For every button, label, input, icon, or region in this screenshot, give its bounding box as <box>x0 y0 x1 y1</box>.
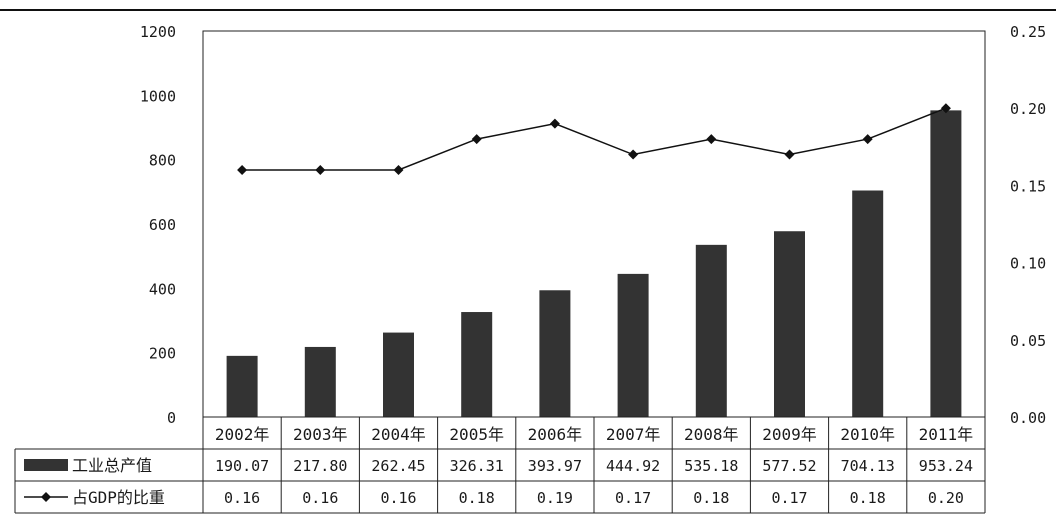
series-line <box>242 107 947 171</box>
data-label: 0.16 <box>380 489 416 507</box>
data-label: 535.18 <box>684 457 738 475</box>
bar <box>226 355 258 417</box>
data-label: 0.18 <box>459 489 495 507</box>
data-label: 0.17 <box>771 489 807 507</box>
y2-tick-label: 0.15 <box>1010 177 1046 195</box>
data-label: 326.31 <box>450 457 504 475</box>
legend-line-marker <box>41 492 51 502</box>
x-tick-label: 2002年 <box>215 425 270 444</box>
data-label: 0.20 <box>928 489 964 507</box>
bar <box>930 110 962 418</box>
y2-tick-label: 0.20 <box>1010 100 1046 118</box>
x-tick-label: 2008年 <box>684 425 739 444</box>
data-label: 262.45 <box>371 457 425 475</box>
data-label: 0.16 <box>224 489 260 507</box>
bar <box>774 231 805 417</box>
line-marker <box>315 164 326 175</box>
line-marker <box>393 164 404 175</box>
data-label: 393.97 <box>528 457 582 475</box>
bar <box>461 312 493 417</box>
bar <box>304 346 336 417</box>
x-tick-label: 2009年 <box>762 425 817 444</box>
bar <box>383 332 414 417</box>
y2-tick-label: 0.05 <box>1010 332 1046 350</box>
legend-bar-swatch <box>24 459 68 471</box>
line-marker <box>237 164 248 175</box>
data-label: 217.80 <box>293 457 347 475</box>
data-label: 0.18 <box>850 489 886 507</box>
bar <box>617 273 649 417</box>
x-tick-label: 2011年 <box>919 425 974 444</box>
legend-bar-label: 工业总产值 <box>72 456 152 475</box>
data-label: 953.24 <box>919 457 973 475</box>
line-marker <box>471 134 482 145</box>
line-marker <box>706 134 717 145</box>
x-tick-label: 2006年 <box>528 425 583 444</box>
data-label: 0.17 <box>615 489 651 507</box>
data-label: 444.92 <box>606 457 660 475</box>
data-label: 0.19 <box>537 489 573 507</box>
y-tick-label: 200 <box>149 345 176 363</box>
data-label: 704.13 <box>841 457 895 475</box>
line-marker <box>549 118 560 129</box>
y2-tick-label: 0.00 <box>1010 409 1046 427</box>
y2-tick-label: 0.10 <box>1010 255 1046 273</box>
y-tick-label: 1000 <box>140 87 176 105</box>
x-tick-label: 2003年 <box>293 425 348 444</box>
data-label: 0.16 <box>302 489 338 507</box>
bar <box>695 244 727 417</box>
x-tick-label: 2004年 <box>371 425 426 444</box>
x-tick-label: 2007年 <box>606 425 661 444</box>
line-marker <box>628 149 639 160</box>
legend-line-label: 占GDP的比重 <box>72 488 165 507</box>
top-rule <box>0 9 1056 11</box>
y-tick-label: 0 <box>167 409 176 427</box>
line-marker <box>940 103 951 114</box>
line-marker <box>784 149 795 160</box>
data-label: 577.52 <box>762 457 816 475</box>
bar <box>539 290 571 417</box>
x-tick-label: 2010年 <box>840 425 895 444</box>
x-tick-label: 2005年 <box>449 425 504 444</box>
y-tick-label: 800 <box>149 152 176 170</box>
y-tick-label: 1200 <box>140 23 176 41</box>
bar <box>852 190 884 417</box>
y-tick-label: 600 <box>149 216 176 234</box>
data-label: 0.18 <box>693 489 729 507</box>
y2-tick-label: 0.25 <box>1010 23 1046 41</box>
y-tick-label: 400 <box>149 280 176 298</box>
data-label: 190.07 <box>215 457 269 475</box>
line-marker <box>862 134 873 145</box>
